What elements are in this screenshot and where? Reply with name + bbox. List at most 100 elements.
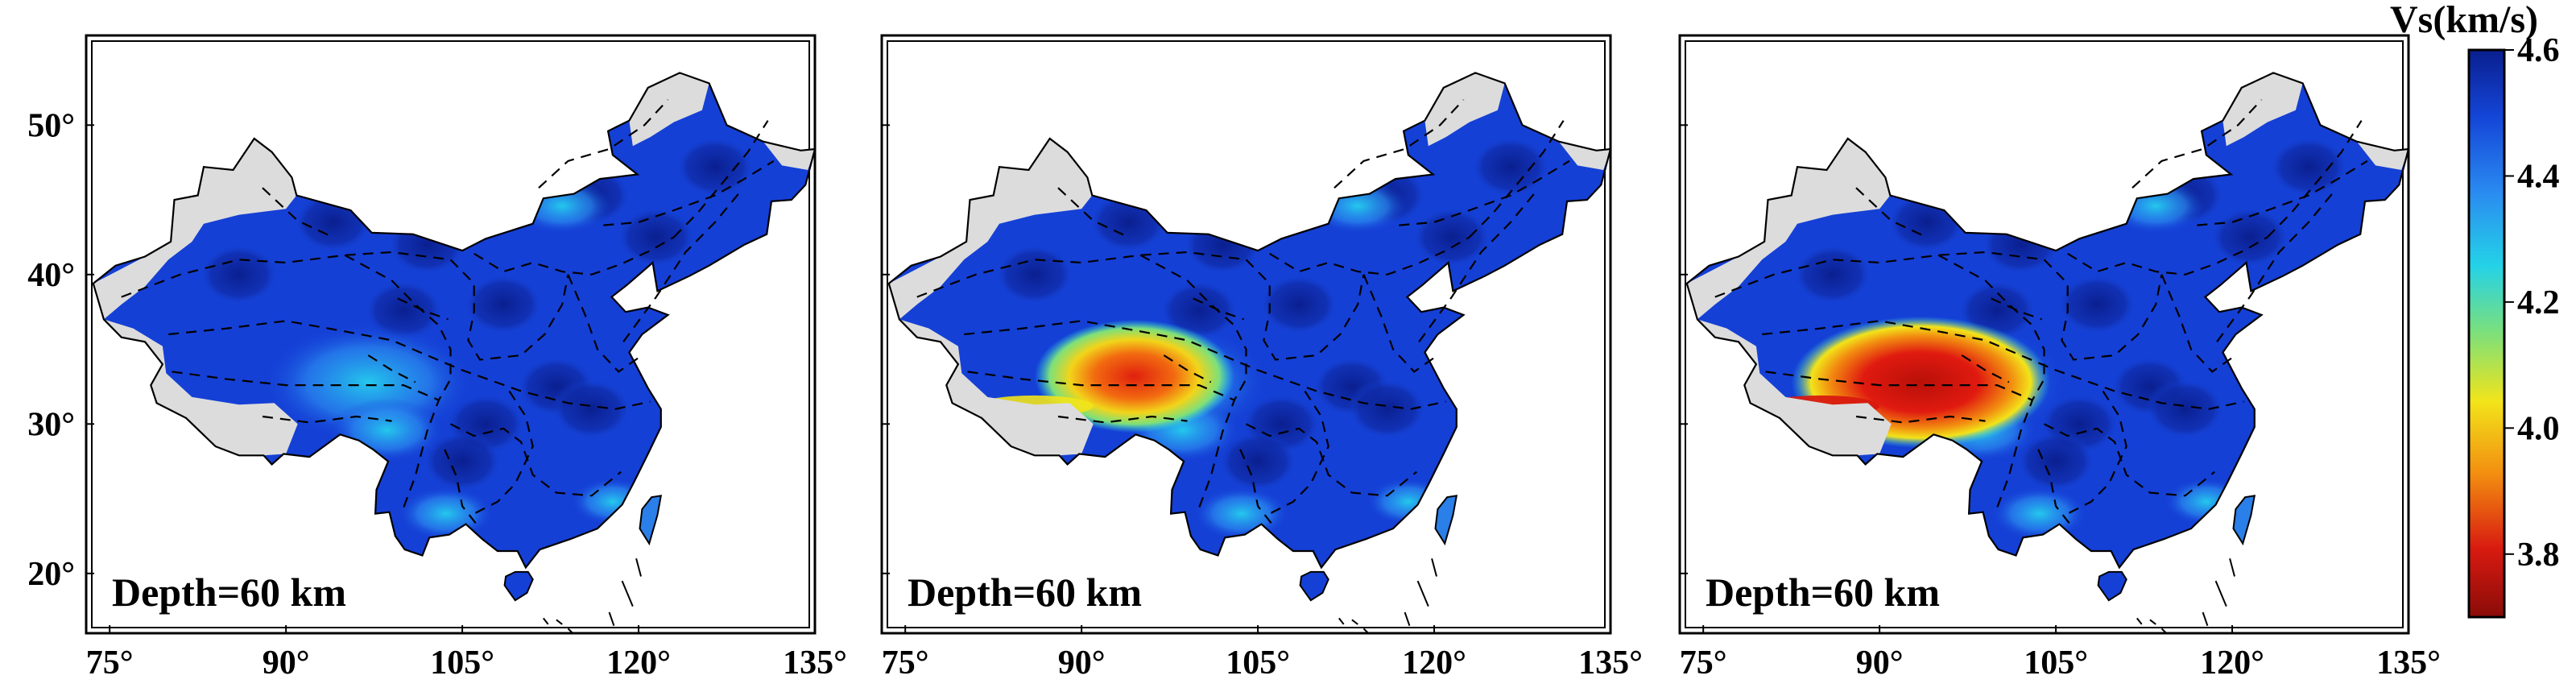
- block-boundary: [367, 354, 416, 383]
- y-tick-label: 30°: [27, 406, 75, 443]
- block-boundary: [964, 320, 1446, 410]
- offshore-island: [635, 558, 642, 577]
- fast-anomaly: [675, 136, 755, 198]
- offshore-island: [1362, 628, 1369, 634]
- no-data-region: [2356, 141, 2409, 170]
- block-boundary: [2037, 449, 2074, 529]
- colorbar-tick-label: 4.0: [2517, 410, 2560, 447]
- block-boundary: [2067, 390, 2127, 515]
- hainan-island: [1299, 570, 1329, 602]
- fast-anomaly: [994, 243, 1075, 305]
- block-boundary: [673, 120, 769, 238]
- block-boundary: [1269, 236, 1470, 276]
- x-tick-label: 90°: [1856, 644, 1904, 682]
- fast-anomaly: [2016, 430, 2096, 492]
- fast-anomaly: [552, 378, 632, 440]
- block-boundary: [444, 449, 481, 529]
- block-boundary: [916, 251, 1247, 298]
- block-boundary: [1057, 187, 1129, 238]
- x-tick-label: 105°: [1226, 644, 1290, 682]
- offshore-island: [1431, 558, 1437, 577]
- moderate-anomaly: [399, 487, 494, 541]
- fast-anomaly: [1259, 273, 1339, 335]
- offshore-island: [1338, 617, 1345, 625]
- block-boundary: [1961, 354, 2010, 383]
- taiwan-island: [639, 495, 663, 546]
- block-boundary: [538, 99, 669, 189]
- offshore-island: [1416, 580, 1429, 607]
- depth-label: Depth=60 km: [908, 570, 1142, 615]
- block-boundary: [622, 193, 739, 342]
- block-boundary: [2216, 193, 2333, 342]
- depth-label: Depth=60 km: [112, 570, 346, 615]
- block-boundary: [1163, 354, 1212, 383]
- fast-anomaly: [2057, 273, 2137, 335]
- offshore-island: [543, 617, 549, 625]
- block-boundary: [2267, 120, 2363, 238]
- block-boundary: [1855, 415, 1986, 424]
- block-boundary: [1762, 320, 2244, 410]
- offshore-island: [2160, 628, 2167, 634]
- no-data-region: [1424, 73, 1505, 147]
- offshore-island: [2149, 619, 2156, 625]
- fast-anomaly: [199, 243, 279, 305]
- taiwan-island: [2232, 495, 2256, 546]
- block-boundary: [567, 274, 643, 373]
- hainan-island: [2097, 570, 2127, 602]
- no-data-region: [763, 141, 815, 170]
- colorbar-tick-label: 4.4: [2517, 158, 2560, 195]
- x-tick-label: 75°: [86, 644, 134, 682]
- hainan-island: [503, 570, 534, 602]
- x-tick-label: 120°: [2200, 644, 2264, 682]
- map-frame-inner: [91, 40, 810, 628]
- block-boundary: [473, 390, 534, 515]
- fast-anomaly: [1792, 243, 1873, 305]
- block-boundary: [1937, 254, 2045, 508]
- offshore-island: [556, 619, 563, 625]
- block-boundary: [2043, 259, 2163, 361]
- colorbar-gradient: [2467, 48, 2506, 619]
- no-data-region: [899, 319, 1094, 456]
- x-tick-label: 135°: [783, 644, 847, 682]
- colorbar-title: Vs(km/s): [2390, 0, 2538, 41]
- offshore-island: [2136, 617, 2143, 625]
- x-tick-label: 120°: [1402, 644, 1466, 682]
- block-boundary: [1333, 99, 1465, 189]
- fast-anomaly: [616, 206, 697, 268]
- no-data-region: [1697, 319, 1892, 456]
- x-tick-label: 75°: [882, 644, 929, 682]
- y-tick-label: 50°: [27, 107, 75, 144]
- china-border: [92, 72, 817, 570]
- block-boundary: [1399, 160, 1570, 226]
- block-boundary: [1362, 274, 1439, 373]
- block-boundary: [1139, 254, 1247, 508]
- x-tick-label: 135°: [2376, 644, 2441, 682]
- block-boundary: [967, 371, 1235, 401]
- block-boundary: [1269, 390, 1329, 515]
- offshore-island: [2214, 580, 2227, 607]
- x-tick-label: 90°: [263, 644, 310, 682]
- block-boundary: [262, 187, 333, 238]
- y-tick-label: 20°: [27, 556, 75, 593]
- fast-anomaly: [1347, 378, 1428, 440]
- x-tick-label: 105°: [430, 644, 494, 682]
- block-boundary: [121, 251, 451, 298]
- block-boundary: [344, 254, 452, 508]
- no-data-region: [1686, 139, 1891, 320]
- block-boundary: [1855, 187, 1927, 238]
- no-data-region: [103, 319, 298, 456]
- block-boundary: [2160, 274, 2237, 373]
- block-boundary: [1714, 251, 2045, 298]
- no-data-region: [888, 139, 1093, 320]
- x-tick-label: 120°: [606, 644, 671, 682]
- block-boundary: [2132, 99, 2263, 189]
- x-tick-label: 135°: [1578, 644, 1643, 682]
- x-tick-label: 105°: [2024, 644, 2088, 682]
- block-boundary: [1418, 193, 1535, 342]
- block-boundary: [262, 415, 392, 424]
- fast-anomaly: [1470, 136, 1551, 198]
- china-border: [887, 72, 1612, 570]
- block-boundary: [2197, 160, 2368, 226]
- x-tick-label: 90°: [1058, 644, 1106, 682]
